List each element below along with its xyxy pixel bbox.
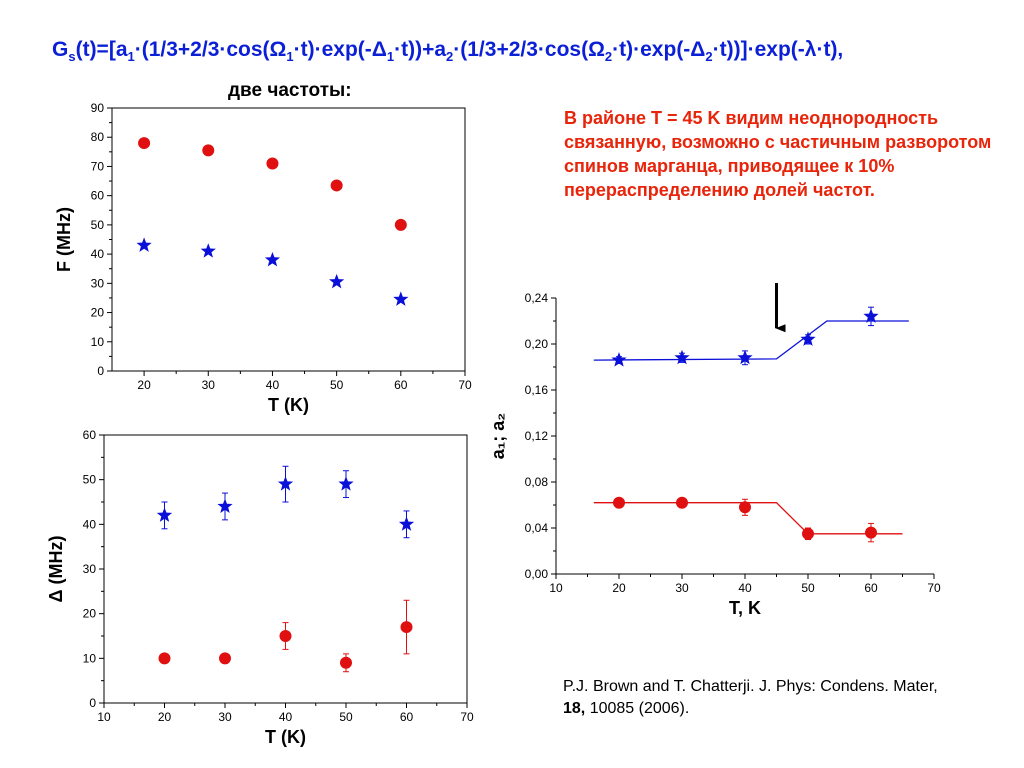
x-tick-label: 10	[97, 710, 111, 724]
data-point-star	[156, 507, 173, 522]
y-tick-label: 40	[91, 247, 105, 261]
data-point-circle	[400, 621, 413, 634]
plot-frame	[111, 107, 466, 372]
data-point-circle	[330, 179, 343, 192]
y-tick-label: 10	[91, 335, 105, 349]
series-circles	[138, 137, 407, 231]
x-tick-label: 70	[927, 581, 941, 595]
data-point-star	[338, 476, 354, 491]
x-tick-label: 30	[202, 378, 216, 392]
series-circles	[593, 496, 903, 543]
x-tick-label: 50	[801, 581, 815, 595]
y-tick-label: 30	[83, 562, 97, 576]
y-tick-label: 60	[83, 428, 97, 442]
y-tick-label: 90	[91, 101, 105, 115]
y-tick-label: 0,16	[525, 383, 549, 397]
data-point-star	[863, 308, 879, 323]
x-axis-label: T (K)	[265, 727, 306, 747]
x-tick-label: 50	[330, 378, 344, 392]
x-tick-label: 30	[675, 581, 689, 595]
data-point-star	[217, 498, 233, 513]
data-point-circle	[613, 496, 625, 509]
y-tick-label: 0,20	[525, 337, 549, 351]
data-point-star	[277, 476, 294, 491]
data-point-circle	[279, 630, 292, 642]
data-point-circle	[266, 157, 279, 170]
data-point-star	[264, 251, 281, 267]
data-point-star	[800, 331, 816, 346]
data-point-circle	[158, 652, 171, 665]
data-point-star	[611, 352, 627, 367]
x-axis-label: T, K	[729, 598, 761, 618]
citation-rest: 10085 (2006).	[585, 700, 690, 717]
series-circles	[158, 599, 413, 673]
x-tick-label: 40	[738, 581, 752, 595]
y-tick-label: 0	[89, 696, 96, 710]
y-tick-label: 50	[91, 218, 105, 232]
y-axis-label: Δ (MHz)	[46, 536, 66, 603]
data-point-circle	[340, 656, 352, 669]
chart-3: 10 20 30 40 50 60 70 0,00 0,04 0,08 0,12 0,16 0,20 0,…	[488, 283, 941, 618]
x-tick-label: 20	[137, 378, 151, 392]
data-point-circle	[739, 501, 751, 514]
y-axis-label: F (MHz)	[54, 207, 74, 272]
citation: P.J. Brown and T. Chatterji. J. Phys: Co…	[563, 676, 963, 720]
citation-volume: 18,	[563, 700, 586, 717]
x-tick-label: 10	[549, 581, 563, 595]
y-tick-label: 0	[97, 364, 104, 378]
fit-line	[593, 320, 909, 361]
x-tick-label: 40	[266, 378, 280, 392]
chart-1: 20 30 40 50 60 70 0 10 20 30 40 50 60 70 80 90 T (K) F (M…	[54, 101, 472, 415]
y-tick-label: 50	[83, 473, 97, 487]
data-point-circle	[394, 218, 407, 231]
y-tick-label: 60	[91, 189, 105, 203]
y-tick-label: 0,00	[525, 567, 549, 581]
y-tick-label: 0,08	[525, 475, 549, 489]
formula-title: Gs(t)=[a1·(1/3+2/3·cos(Ω1·t)·exp(-Δ1·t))…	[52, 38, 844, 65]
y-axis-label: a₁; a₂	[488, 413, 508, 459]
data-point-circle	[219, 652, 231, 665]
x-tick-label: 60	[394, 378, 408, 392]
x-tick-label: 70	[458, 378, 472, 392]
data-point-star	[674, 349, 690, 365]
y-tick-label: 0,12	[525, 429, 549, 443]
y-tick-label: 20	[91, 306, 105, 320]
x-tick-label: 20	[612, 581, 626, 595]
data-point-circle	[138, 137, 151, 150]
data-point-circle	[676, 496, 688, 509]
series-stars	[136, 237, 409, 306]
data-point-circle	[865, 526, 877, 539]
y-tick-label: 0,24	[525, 291, 549, 305]
subtitle: две частоты:	[228, 80, 352, 101]
x-tick-label: 60	[864, 581, 878, 595]
series-stars	[593, 306, 909, 367]
x-tick-label: 40	[279, 710, 293, 724]
data-point-circle	[802, 527, 814, 540]
data-point-star	[393, 291, 409, 306]
x-tick-label: 70	[460, 710, 474, 724]
x-tick-label: 20	[158, 710, 172, 724]
data-point-star	[200, 243, 216, 258]
y-tick-label: 0,04	[525, 521, 549, 535]
y-tick-label: 70	[91, 159, 105, 173]
y-tick-label: 30	[91, 276, 105, 290]
series-stars	[156, 465, 415, 539]
annotation-note: В районе T = 45 K видим неоднородность с…	[564, 108, 992, 200]
data-point-star	[737, 349, 753, 365]
data-point-star	[329, 273, 345, 289]
data-point-star	[398, 516, 415, 531]
data-point-star	[136, 237, 152, 252]
x-tick-label: 30	[218, 710, 232, 724]
y-tick-label: 40	[83, 517, 97, 531]
x-axis-label: T (K)	[268, 395, 309, 415]
y-tick-label: 80	[91, 130, 105, 144]
y-tick-label: 10	[83, 651, 97, 665]
citation-authors: P.J. Brown and T. Chatterji. J. Phys: Co…	[563, 678, 938, 695]
x-tick-label: 60	[400, 710, 414, 724]
data-point-circle	[202, 144, 215, 157]
x-tick-label: 50	[339, 710, 353, 724]
y-tick-label: 20	[83, 607, 97, 621]
